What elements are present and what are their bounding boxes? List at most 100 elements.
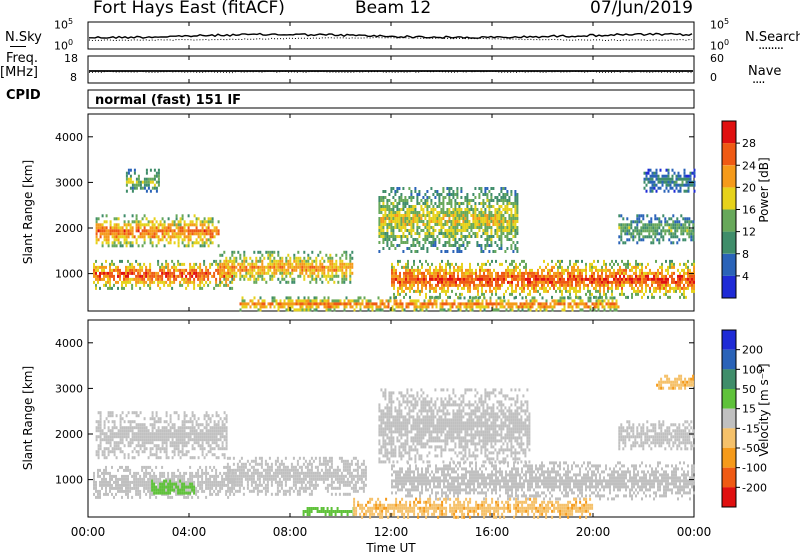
echo-cell <box>241 265 244 269</box>
echo-cell <box>271 265 274 269</box>
echo-cell <box>652 232 655 236</box>
echo-cell <box>446 229 449 232</box>
echo-cell <box>380 220 383 223</box>
echo-cell <box>399 286 401 290</box>
echo-cell <box>601 268 603 272</box>
echo-cell <box>512 202 515 205</box>
echo-cell <box>445 268 447 272</box>
echo-cell <box>462 244 465 247</box>
echo-cell <box>625 271 627 275</box>
echo-cell <box>441 283 443 287</box>
echo-cell <box>127 220 130 224</box>
echo-cell <box>237 262 240 266</box>
echo-cell <box>95 277 97 281</box>
echo-cell <box>201 277 204 281</box>
echo-cell <box>484 208 487 211</box>
echo-cell <box>125 432 128 436</box>
echo-cell <box>151 423 154 427</box>
echo-cell <box>426 226 429 229</box>
echo-cell <box>591 302 594 306</box>
echo-cell <box>442 226 445 229</box>
echo-cell <box>573 265 575 269</box>
echo-cell <box>225 256 228 260</box>
echo-cell <box>480 244 483 247</box>
echo-cell <box>665 186 668 190</box>
echo-cell <box>589 289 591 293</box>
echo-cell <box>428 229 431 232</box>
echo-cell <box>141 441 144 445</box>
echo-cell <box>413 308 416 312</box>
echo-cell <box>281 271 284 275</box>
echo-cell <box>335 302 338 306</box>
echo-cell <box>157 235 160 239</box>
echo-cell <box>476 226 479 229</box>
echo-cell <box>471 277 473 281</box>
echo-cell <box>143 262 146 266</box>
echo-cell <box>601 302 604 306</box>
echo-cell <box>425 295 427 299</box>
echo-cell <box>297 259 300 263</box>
echo-cell <box>404 229 407 232</box>
echo-cell <box>506 232 509 235</box>
echo-cell <box>181 438 184 442</box>
echo-cell <box>468 202 471 205</box>
echo-cell <box>648 235 651 239</box>
echo-cell <box>691 171 694 175</box>
echo-cell <box>565 268 567 272</box>
echo-cell <box>161 429 164 433</box>
echo-cell <box>591 292 593 296</box>
echo-cell <box>635 292 637 296</box>
echo-cell <box>635 283 637 287</box>
echo-cell <box>463 274 465 278</box>
echo-cell <box>107 435 110 439</box>
echo-cell <box>115 280 117 284</box>
echo-cell <box>634 229 637 233</box>
echo-cell <box>213 426 216 430</box>
echo-cell <box>384 217 387 220</box>
echo-cell <box>193 441 196 445</box>
echo-cell <box>201 271 204 275</box>
echo-cell <box>388 208 391 211</box>
echo-cell <box>95 429 98 433</box>
echo-cell <box>669 177 672 181</box>
echo-cell <box>493 308 496 312</box>
echo-cell <box>393 286 395 290</box>
echo-cell <box>127 277 129 281</box>
echo-cell <box>460 196 463 199</box>
echo-cell <box>513 274 515 278</box>
echo-cell <box>113 229 116 233</box>
echo-cell <box>349 305 352 309</box>
echo-cell <box>436 220 439 223</box>
echo-cell <box>315 280 318 284</box>
echo-cell <box>423 305 426 309</box>
echo-cell <box>521 305 524 309</box>
echo-cell <box>293 302 296 306</box>
echo-cell <box>133 271 136 275</box>
echo-cell <box>185 277 188 281</box>
echo-cell <box>681 292 683 296</box>
echo-cell <box>165 229 168 233</box>
echo-cell <box>315 302 318 306</box>
echo-cell <box>181 441 184 445</box>
echo-cell <box>221 420 224 424</box>
echo-cell <box>229 274 232 278</box>
echo-cell <box>438 238 441 241</box>
echo-cell <box>281 259 284 263</box>
echo-cell <box>311 271 314 275</box>
echo-cell <box>396 226 399 229</box>
echo-cell <box>416 202 419 205</box>
echo-cell <box>137 223 140 227</box>
echo-cell <box>476 232 479 235</box>
echo-cell <box>245 265 248 269</box>
echo-cell <box>382 199 385 202</box>
echo-cell <box>622 229 625 233</box>
echo-cell <box>655 286 657 290</box>
echo-cell <box>411 280 413 284</box>
echo-cell <box>333 308 336 312</box>
echo-cell <box>422 247 425 250</box>
echo-cell <box>211 241 214 245</box>
echo-cell <box>317 305 320 309</box>
echo-cell <box>313 265 316 269</box>
echo-cell <box>277 305 280 309</box>
echo-cell <box>193 277 196 281</box>
